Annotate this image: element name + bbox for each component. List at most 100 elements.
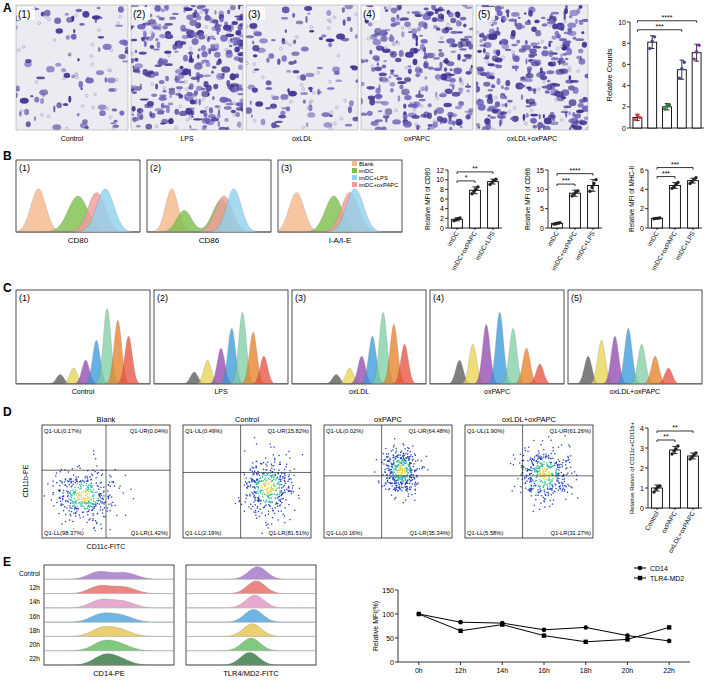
bar bbox=[470, 190, 481, 228]
cell bbox=[464, 54, 472, 57]
pore bbox=[150, 31, 153, 34]
significance-bracket bbox=[557, 184, 575, 186]
cell bbox=[537, 42, 539, 44]
cell bbox=[579, 120, 587, 125]
cell bbox=[34, 116, 36, 121]
cell bbox=[146, 124, 153, 130]
cell bbox=[371, 121, 379, 126]
cell bbox=[82, 119, 88, 124]
cell bbox=[367, 111, 373, 116]
cell bbox=[525, 58, 527, 64]
marks bbox=[452, 177, 499, 228]
event bbox=[77, 499, 78, 500]
cell bbox=[528, 59, 532, 61]
cell bbox=[282, 7, 290, 14]
cell bbox=[578, 20, 583, 22]
event bbox=[62, 492, 63, 493]
y-tick-label: 10 bbox=[618, 19, 626, 26]
cell bbox=[139, 116, 143, 120]
cell bbox=[374, 94, 382, 97]
event bbox=[88, 484, 89, 485]
pore bbox=[290, 100, 293, 103]
pore bbox=[289, 44, 292, 47]
event bbox=[98, 489, 99, 490]
event bbox=[86, 485, 87, 486]
event bbox=[84, 508, 85, 509]
event bbox=[80, 504, 81, 505]
cell bbox=[436, 27, 441, 31]
histogram-frame bbox=[154, 290, 288, 384]
x-tick-label: imDC+oxPAPC bbox=[550, 230, 578, 272]
pore bbox=[405, 89, 408, 92]
y-tick-label: 8 bbox=[622, 40, 626, 47]
pore bbox=[44, 89, 47, 92]
curves bbox=[568, 328, 702, 384]
cell bbox=[203, 74, 211, 77]
event bbox=[78, 498, 79, 499]
cell bbox=[236, 107, 243, 111]
event bbox=[87, 486, 88, 487]
significance-bracket bbox=[637, 30, 681, 32]
event bbox=[73, 491, 74, 492]
micrograph-bg bbox=[131, 5, 243, 130]
event bbox=[62, 498, 63, 499]
data-point bbox=[576, 189, 579, 192]
event bbox=[109, 475, 110, 476]
event bbox=[77, 466, 78, 467]
cell bbox=[512, 65, 519, 69]
cell bbox=[24, 109, 29, 115]
cell bbox=[225, 34, 234, 38]
pore bbox=[329, 80, 332, 83]
cell bbox=[307, 13, 310, 15]
cell bbox=[367, 86, 375, 90]
cell bbox=[342, 7, 345, 13]
cell bbox=[546, 84, 550, 90]
histogram-curve bbox=[16, 189, 140, 232]
pore bbox=[112, 127, 115, 130]
cell bbox=[569, 127, 571, 130]
event bbox=[63, 490, 64, 491]
cell bbox=[574, 114, 581, 119]
cell bbox=[137, 108, 143, 113]
pore bbox=[65, 127, 68, 130]
cell bbox=[564, 13, 566, 20]
cell bbox=[211, 71, 214, 74]
pore bbox=[115, 78, 118, 81]
micrograph-bg bbox=[246, 5, 358, 130]
pore bbox=[141, 109, 144, 112]
event bbox=[62, 496, 63, 497]
significance-bracket bbox=[637, 21, 696, 23]
pore bbox=[226, 107, 229, 110]
event bbox=[65, 478, 66, 479]
cell bbox=[188, 58, 194, 63]
event bbox=[72, 502, 73, 503]
cell bbox=[213, 84, 218, 90]
pore bbox=[538, 88, 541, 91]
histogram-index: (3) bbox=[295, 293, 306, 303]
bar-chart: 0246810Relative Counts******* bbox=[605, 14, 704, 132]
cell bbox=[142, 22, 151, 25]
cell bbox=[280, 94, 288, 100]
event bbox=[42, 517, 43, 518]
cell bbox=[104, 77, 107, 83]
cell bbox=[448, 115, 451, 121]
event bbox=[84, 502, 85, 503]
pore bbox=[302, 88, 305, 91]
micrograph-bg bbox=[361, 5, 473, 130]
pore bbox=[74, 73, 77, 76]
cell bbox=[301, 47, 309, 52]
cell bbox=[457, 31, 463, 33]
cell bbox=[352, 117, 358, 122]
cell bbox=[412, 35, 416, 39]
cell bbox=[452, 120, 455, 126]
cell bbox=[237, 121, 242, 127]
cell bbox=[26, 121, 31, 127]
cell bbox=[479, 44, 486, 46]
pore bbox=[334, 122, 337, 125]
cell bbox=[355, 34, 358, 39]
event bbox=[86, 481, 87, 482]
event bbox=[125, 515, 126, 516]
histogram-caption: Control bbox=[72, 388, 95, 395]
event bbox=[67, 492, 68, 493]
cell bbox=[46, 66, 55, 72]
